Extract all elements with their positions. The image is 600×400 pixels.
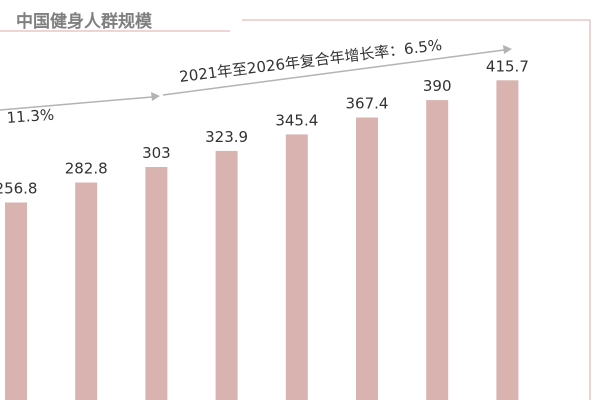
bar-value-label-3: 323.9 bbox=[205, 128, 248, 146]
bar-value-label-0: 256.8 bbox=[0, 180, 37, 198]
chart-title: 中国健身人群规模 bbox=[16, 11, 153, 32]
bar-0 bbox=[5, 202, 27, 400]
bar-7 bbox=[496, 80, 519, 400]
bar-value-label-6: 390 bbox=[423, 77, 452, 95]
bar-4 bbox=[285, 134, 308, 400]
cagr-arrow-right bbox=[162, 45, 512, 96]
bars bbox=[5, 80, 519, 400]
bar-value-label-7: 415.7 bbox=[486, 57, 529, 75]
value-labels: 256.8 282.8 303 323.9 345.4 367.4 390 415.7 bbox=[0, 57, 529, 197]
bar-5 bbox=[356, 117, 378, 400]
bar-value-label-1: 282.8 bbox=[65, 160, 108, 178]
bar-3 bbox=[215, 150, 238, 400]
bar-1 bbox=[75, 182, 98, 400]
bar-value-label-2: 303 bbox=[142, 144, 171, 162]
cagr-left-annotation: ：11.3% bbox=[0, 106, 55, 128]
bar-value-label-5: 367.4 bbox=[346, 95, 389, 113]
bar-2 bbox=[145, 167, 168, 400]
bar-6 bbox=[426, 100, 449, 400]
bar-value-label-4: 345.4 bbox=[275, 111, 318, 129]
cagr-arrow-left bbox=[0, 92, 160, 111]
